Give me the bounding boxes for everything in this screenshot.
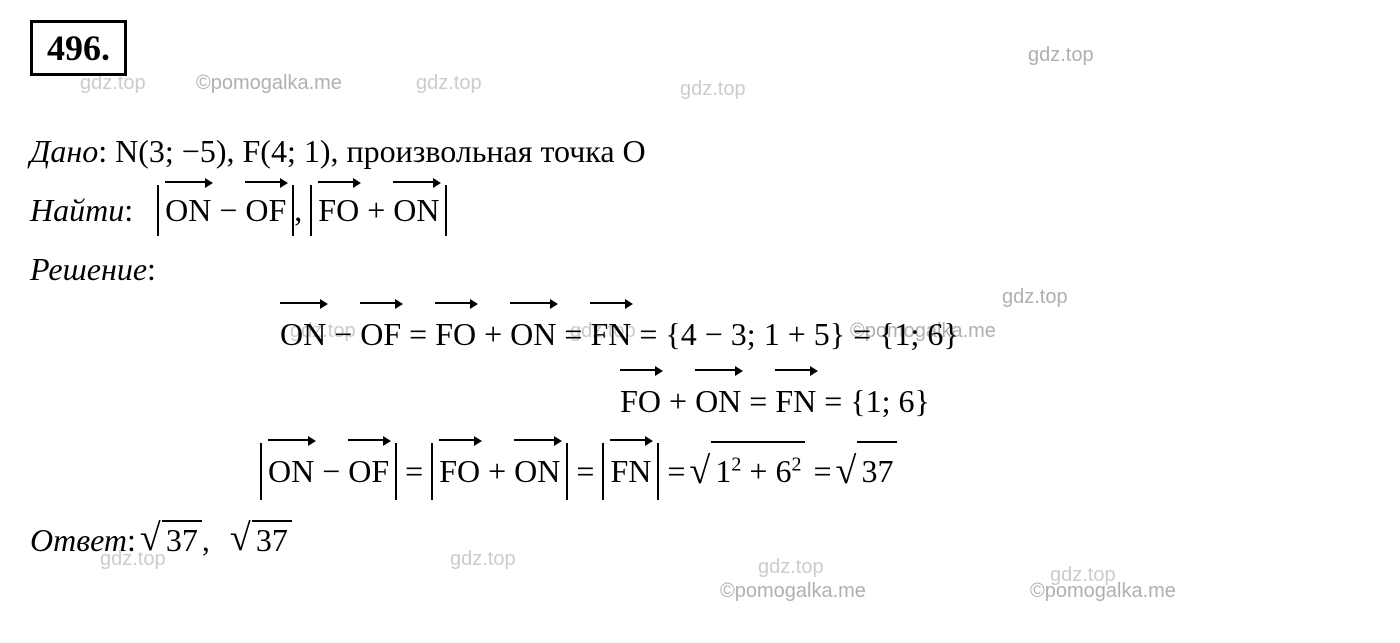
abs2: FO + ON: [431, 443, 568, 501]
solution-label-line: Решение:: [30, 244, 1370, 295]
vec: ON: [514, 443, 560, 501]
solution-line1: ON − OF = FO + ON = FN = {4 − 3; 1 + 5} …: [30, 306, 1370, 364]
watermark-text: gdz.top: [1050, 564, 1116, 587]
answer-val2: 37: [234, 520, 292, 559]
vec: OF: [360, 306, 401, 364]
vec: ON: [510, 306, 556, 364]
vec: FO: [439, 443, 480, 501]
vec-of: OF: [245, 185, 286, 236]
vec-on: ON: [393, 185, 439, 236]
abs1: ON − OF: [260, 443, 397, 501]
vec: FN: [775, 373, 816, 431]
find-line: Найти: ON − OF , FO + ON: [30, 185, 1370, 236]
calc: {4 − 3; 1 + 5} = {1; 6}: [665, 316, 958, 352]
vec: FN: [590, 306, 631, 364]
vec: OF: [348, 443, 389, 501]
solution-label: Решение: [30, 251, 147, 287]
vec: FN: [610, 443, 651, 501]
find-label: Найти: [30, 192, 124, 228]
given-line: Дано: N(3; −5), F(4; 1), произвольная то…: [30, 126, 1370, 177]
solution-line2: FO + ON = FN = {1; 6}: [30, 373, 1370, 431]
watermark-text: gdz.top: [758, 556, 824, 579]
answer-label: Ответ: [30, 522, 127, 558]
watermark-text: ©pomogalka.me: [1030, 580, 1176, 603]
find-expr1: ON − OF: [157, 185, 294, 236]
vec-on: ON: [165, 185, 211, 236]
find-expr2: FO + ON: [310, 185, 447, 236]
vec: ON: [280, 306, 326, 364]
sqrt1: 12 + 62: [693, 441, 805, 501]
vec-fo: FO: [318, 185, 359, 236]
solution-line3: ON − OF = FO + ON = FN = 12 + 62 = 37: [30, 441, 1370, 501]
abs3: FN: [602, 443, 659, 501]
vec: ON: [268, 443, 314, 501]
given-content: N(3; −5), F(4; 1), произвольная точка O: [115, 133, 646, 169]
sqrt2: 37: [839, 441, 897, 501]
given-label: Дано: [30, 133, 98, 169]
watermark-text: ©pomogalka.me: [720, 580, 866, 603]
vec: FO: [435, 306, 476, 364]
problem-number: 496.: [30, 20, 127, 76]
answer-line: Ответ: 37, 37: [30, 520, 1370, 559]
answer-val1: 37: [144, 520, 202, 559]
vec: ON: [695, 373, 741, 431]
result: {1; 6}: [850, 383, 930, 419]
vec: FO: [620, 373, 661, 431]
